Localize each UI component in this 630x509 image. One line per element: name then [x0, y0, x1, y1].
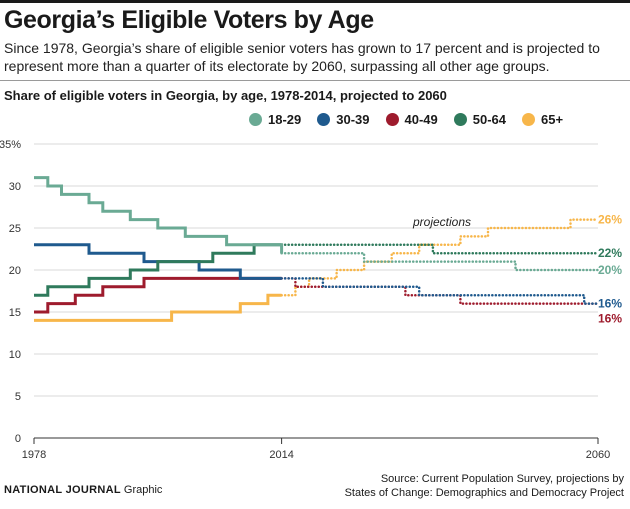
legend-swatch	[453, 112, 467, 126]
page-title: Georgia’s Eligible Voters by Age	[4, 6, 374, 34]
x-tick-label: 2014	[269, 449, 293, 461]
series-line-4	[34, 293, 282, 322]
series-line-3	[34, 243, 282, 297]
legend-label: 30-39	[336, 111, 370, 127]
y-tick-label: 30	[9, 181, 21, 193]
end-label: 16%	[598, 297, 622, 311]
y-tick-label: 25	[9, 223, 21, 235]
y-tick-label: 5	[15, 391, 21, 403]
legend-item-30-39: 30-39	[317, 111, 370, 127]
y-tick-label: 10	[9, 349, 21, 361]
y-tick-label: 15	[9, 307, 21, 319]
legend-label: 50-64	[472, 111, 506, 127]
chart-title: Share of eligible voters in Georgia, by …	[4, 88, 447, 103]
y-tick-label: 20	[9, 265, 21, 277]
series-line-0	[34, 176, 284, 254]
top-rule	[0, 0, 630, 3]
legend-item-40-49: 40-49	[385, 111, 438, 127]
projections-annotation: projections	[412, 215, 471, 229]
source-line: Source: Current Population Survey, proje…	[380, 473, 624, 485]
legend-swatch	[249, 112, 262, 126]
projection-line-4	[280, 218, 600, 297]
page-subtitle: Since 1978, Georgia’s share of eligible …	[4, 40, 600, 74]
legend-swatch	[522, 112, 535, 126]
series-line-2	[34, 276, 282, 314]
projection-line-3	[280, 243, 600, 255]
source-line: States of Change: Demographics and Democ…	[344, 487, 624, 499]
legend-swatch	[317, 112, 331, 126]
end-label: 22%	[598, 246, 622, 260]
brand-name: NATIONAL JOURNAL	[4, 484, 121, 496]
chart-legend: 18-29 30-39 40-49 50-64 65+	[249, 109, 579, 129]
credit: NATIONAL JOURNAL Graphic	[4, 484, 162, 496]
legend-item-18-29: 18-29	[249, 112, 301, 127]
divider	[0, 80, 630, 81]
legend-label: 18-29	[268, 111, 302, 127]
y-tick-label: 35%	[0, 139, 21, 151]
y-tick-label: 0	[15, 433, 21, 445]
end-label: 26%	[598, 213, 622, 227]
legend-item-65-plus: 65+	[522, 112, 563, 127]
source-note: Source: Current Population Survey, proje…	[324, 472, 624, 500]
legend-item-50-64: 50-64	[453, 111, 506, 127]
legend-label: 40-49	[404, 111, 438, 127]
x-tick-label: 2060	[586, 449, 610, 461]
brand-suffix: Graphic	[120, 484, 163, 496]
x-tick-label: 1978	[22, 449, 46, 461]
projection-line-1	[280, 277, 600, 305]
end-label: 20%	[598, 263, 622, 277]
projection-line-0	[280, 251, 600, 272]
projection-line-2	[280, 277, 600, 305]
legend-label: 65+	[541, 111, 564, 127]
end-label: 16%	[598, 312, 622, 326]
legend-swatch	[385, 112, 399, 126]
